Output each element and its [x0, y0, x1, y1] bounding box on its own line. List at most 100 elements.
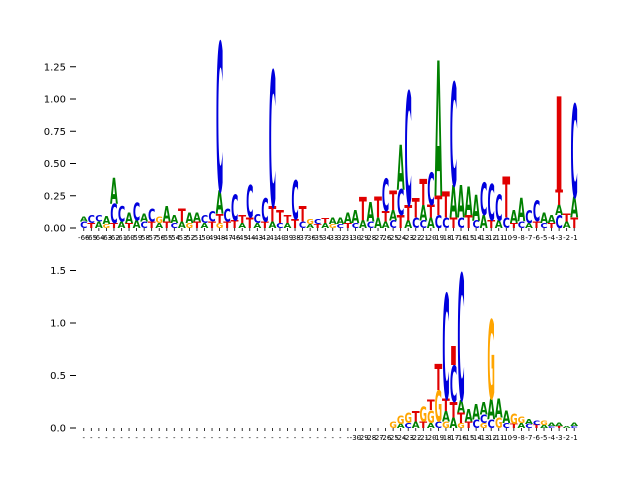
- x-axis-tick-label: -38: [289, 234, 300, 242]
- x-axis-tick-label: -2: [563, 234, 570, 242]
- x-axis-tick-label: -56: [154, 234, 166, 242]
- logo-letter-A: A: [102, 215, 110, 227]
- y-axis-tick-label: 0.5: [50, 371, 66, 382]
- x-axis-tick-label: -57: [146, 234, 157, 242]
- x-axis-tick-label: -45: [236, 234, 247, 242]
- x-axis-tick-label: -3: [556, 434, 563, 442]
- logo-letter-A: A: [517, 192, 525, 230]
- x-axis-tick-label: -6: [533, 434, 541, 442]
- logo-letter-A: A: [306, 223, 315, 230]
- logo-letter-T: T: [435, 190, 443, 221]
- x-axis-tick-label: -15: [463, 434, 474, 442]
- logo-letter-G: G: [480, 421, 488, 430]
- logo-letter-C: C: [269, 34, 276, 250]
- logo-letter-C: C: [571, 80, 578, 228]
- x-axis-tick-label: -59: [131, 234, 142, 242]
- logo-letter-A: A: [351, 208, 360, 228]
- x-axis-tick-label: -: [324, 434, 327, 442]
- x-axis-tick-label: -14: [470, 434, 482, 442]
- logo-letter-C: C: [495, 189, 502, 230]
- x-axis-tick-label: -19: [433, 434, 444, 442]
- x-axis-tick-label: -11: [493, 234, 504, 242]
- x-axis-tick-label: -8: [518, 434, 525, 442]
- logo-letter-C: C: [299, 220, 306, 230]
- x-axis-tick-label: -: [181, 434, 184, 442]
- logo-letter-A: A: [284, 222, 292, 230]
- logo-letter-T: T: [510, 424, 519, 430]
- logo-letter-C: C: [231, 189, 238, 230]
- x-axis-tick-label: -21: [418, 434, 429, 442]
- logo-letter-T: T: [163, 221, 171, 231]
- x-axis-tick-label: -58: [138, 234, 149, 242]
- logo-letter-C: C: [518, 220, 525, 230]
- logo-letter-A: A: [397, 422, 406, 429]
- logo-letter-C: C: [216, 1, 223, 238]
- x-axis-tick-label: -: [173, 434, 176, 442]
- x-axis-tick-label: -: [316, 434, 319, 442]
- x-axis-tick-label: -: [347, 434, 350, 442]
- logo-letter-A: A: [140, 212, 148, 224]
- x-axis-tick-label: -26: [380, 234, 392, 242]
- x-axis-tick-label: -: [218, 434, 221, 442]
- x-axis-tick-label: -28: [365, 234, 376, 242]
- logo-letter-A: A: [321, 222, 329, 230]
- x-axis-tick-label: -2: [563, 434, 570, 442]
- x-axis-tick-label: -: [150, 434, 153, 442]
- logo-letter-T: T: [412, 409, 420, 426]
- logo-letter-C: C: [480, 412, 487, 426]
- x-axis-tick-label: -: [241, 434, 244, 442]
- x-axis-tick-label: -4: [548, 434, 556, 442]
- logo-letter-A: A: [465, 407, 473, 426]
- logo-letter-A: A: [495, 219, 503, 231]
- logo-letter-T: T: [397, 211, 405, 232]
- logo-letter-A: A: [555, 203, 563, 219]
- x-axis-tick-label: -61: [116, 234, 127, 242]
- x-axis-tick-label: -: [331, 434, 334, 442]
- y-axis-tick-label: 0.25: [44, 191, 66, 202]
- x-axis-tick-label: -: [128, 434, 131, 442]
- x-axis-tick-label: -25: [387, 434, 398, 442]
- logo-letter-A: A: [487, 394, 495, 427]
- logo-letter-C: C: [472, 219, 479, 231]
- x-axis-tick-label: -53: [176, 234, 187, 242]
- x-axis-tick-label: -: [233, 434, 236, 442]
- logo-letter-T: T: [487, 218, 495, 231]
- logo-letter-A: A: [268, 221, 277, 231]
- x-axis-tick-label: -27: [372, 434, 383, 442]
- x-axis-tick-label: -22: [410, 434, 421, 442]
- logo-letter-T: T: [450, 399, 458, 424]
- logo-letter-T: T: [208, 221, 216, 231]
- x-axis-tick-label: -: [166, 434, 169, 442]
- x-axis-tick-label: -47: [221, 234, 232, 242]
- logo-letter-T: T: [442, 187, 450, 227]
- logo-letter-C: C: [133, 199, 140, 227]
- logo-letter-A: A: [367, 196, 375, 228]
- x-axis-tick-label: -6: [533, 234, 541, 242]
- logo-letter-T: T: [555, 186, 563, 211]
- logo-letter-A: A: [570, 422, 579, 427]
- x-axis-tick-label: -5: [541, 434, 548, 442]
- logo-letter-G: G: [186, 221, 194, 230]
- x-axis-tick-label: -36: [304, 234, 316, 242]
- logo-letter-G: G: [540, 420, 548, 427]
- x-axis-tick-label: -12: [485, 234, 496, 242]
- logo-letter-C: C: [488, 176, 495, 233]
- logo-letter-A: A: [563, 425, 571, 428]
- logo-letter-C: C: [88, 214, 95, 226]
- logo-letter-G: G: [103, 223, 111, 229]
- logo-letter-C: C: [450, 355, 457, 415]
- logo-letter-C: C: [95, 214, 102, 224]
- logo-letter-T: T: [382, 209, 390, 226]
- x-axis-tick-label: -: [188, 434, 191, 442]
- logo-letter-T: T: [450, 216, 458, 233]
- x-axis-tick-label: -17: [448, 434, 459, 442]
- logo-letter-T: T: [216, 211, 225, 226]
- logo-letter-C: C: [540, 222, 547, 230]
- x-axis-tick-label: -: [256, 434, 259, 442]
- logo-letter-G: G: [404, 410, 412, 427]
- logo-letter-T: T: [125, 222, 133, 230]
- x-axis-tick-label: -34: [319, 234, 331, 242]
- logo-letter-T: T: [427, 201, 435, 222]
- logo-letter-C: C: [503, 422, 510, 430]
- x-axis-tick-label: -43: [252, 234, 263, 242]
